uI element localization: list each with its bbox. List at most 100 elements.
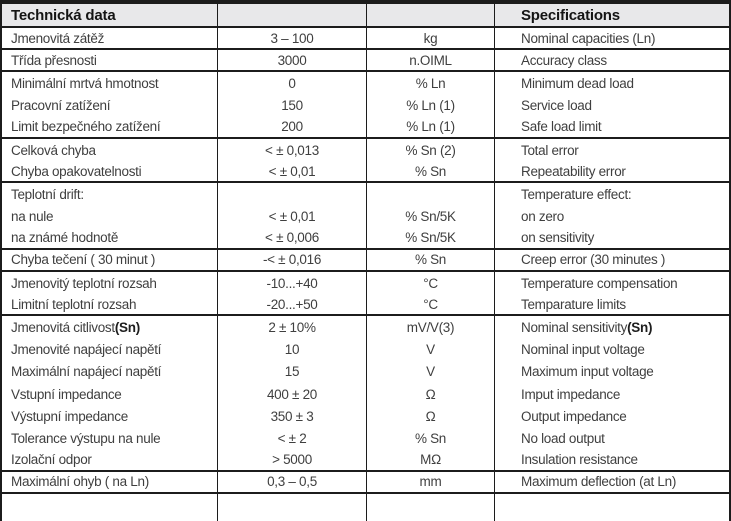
header-unit-column bbox=[366, 4, 494, 26]
row-unit: % Sn bbox=[366, 249, 494, 271]
row-unit: % Ln (1) bbox=[366, 94, 494, 117]
row-label-en-text: Maximum deflection (at Ln) bbox=[521, 474, 677, 490]
row-unit: % Ln (1) bbox=[366, 116, 494, 137]
row-label-en: Service load bbox=[494, 94, 729, 117]
row-label-en-text: Creep error (30 minutes ) bbox=[521, 252, 666, 268]
row-unit-text: Ω bbox=[425, 386, 436, 402]
row-unit: V bbox=[366, 360, 494, 383]
row-value-text: -10...+40 bbox=[266, 275, 318, 291]
row-value-text: < ± 0,013 bbox=[265, 142, 319, 158]
row-unit: % Sn/5K bbox=[366, 205, 494, 228]
row-label-cs-text: Jmenovitý teplotní rozsah bbox=[11, 275, 157, 291]
row-label-cs-text: Maximální napájecí napětí bbox=[11, 364, 162, 380]
row-unit-text: % Sn/5K bbox=[405, 230, 456, 246]
row-value-text: 400 ± 20 bbox=[266, 386, 318, 402]
row-label-cs: Jmenovitá citlivost (Sn) bbox=[2, 316, 217, 338]
row-value: < ± 0,006 bbox=[217, 227, 366, 248]
row-value: > 5000 bbox=[217, 449, 366, 470]
row-value: < ± 0,01 bbox=[217, 161, 366, 182]
row-label-en: Temparature limits bbox=[494, 294, 729, 315]
row-value-text: 0 bbox=[288, 75, 296, 91]
row-value-text: < ± 0,006 bbox=[265, 230, 319, 246]
row-label-cs bbox=[2, 494, 217, 521]
row-label-en: Total error bbox=[494, 138, 729, 162]
row-unit: kg bbox=[366, 28, 494, 49]
row-value-text: 10 bbox=[284, 342, 300, 358]
row-label-en-text: Total error bbox=[521, 142, 579, 158]
row-unit-text: % Sn bbox=[414, 252, 447, 268]
row-label-cs: na známé hodnotě bbox=[2, 228, 217, 248]
table-row: Izolační odpor > 5000 MΩ Insulation resi… bbox=[2, 449, 729, 472]
row-value: -< ± 0,016 bbox=[217, 249, 366, 271]
row-label-en-text: Nominal input voltage bbox=[521, 342, 645, 358]
row-label-cs: Limit bezpečného zatížení bbox=[2, 117, 217, 137]
row-label-en: Accuracy class bbox=[494, 50, 729, 71]
row-label-en: Repeatability error bbox=[494, 161, 729, 182]
row-label-cs-bold: (Sn) bbox=[114, 320, 140, 336]
row-label-cs: Vstupní impedance bbox=[2, 383, 217, 405]
row-unit-text: % Sn bbox=[414, 430, 447, 446]
row-unit: % Sn bbox=[366, 427, 494, 450]
row-value: 3000 bbox=[217, 50, 366, 71]
row-label-en: Minimum dead load bbox=[494, 72, 729, 95]
row-value: 3 – 100 bbox=[217, 28, 366, 49]
row-value bbox=[217, 493, 366, 521]
row-label-en-text: Accuracy class bbox=[521, 52, 607, 68]
row-value-text: 350 ± 3 bbox=[270, 408, 314, 424]
row-label-cs-text: na známé hodnotě bbox=[11, 230, 119, 246]
row-unit-text: Ω bbox=[425, 408, 436, 424]
header-english-title: Specifications bbox=[494, 4, 729, 26]
row-unit-text: % Ln bbox=[415, 75, 446, 91]
row-label-en-text: Nominal capacities (Ln) bbox=[521, 30, 656, 46]
row-unit: Ω bbox=[366, 383, 494, 406]
row-label-en-text: Imput impedance bbox=[521, 386, 621, 402]
row-label-cs-text: Teplotní drift: bbox=[11, 186, 84, 202]
row-value bbox=[217, 183, 366, 206]
row-unit: mm bbox=[366, 471, 494, 492]
row-value: 15 bbox=[217, 360, 366, 383]
table-row: Jmenovitý teplotní rozsah -10...+40 °C T… bbox=[2, 272, 729, 295]
row-label-en-bold: (Sn) bbox=[627, 320, 653, 336]
table-row: Celková chyba < ± 0,013 % Sn (2) Total e… bbox=[2, 138, 729, 162]
row-label-en: on zero bbox=[494, 205, 729, 228]
row-label-en: Insulation resistance bbox=[494, 449, 729, 470]
table-row: Pracovní zatížení 150 % Ln (1) Service l… bbox=[2, 94, 729, 117]
row-label-en-text: No load output bbox=[521, 430, 605, 446]
row-unit-text: % Sn bbox=[414, 163, 447, 179]
row-label-cs-text: Tolerance výstupu na nule bbox=[11, 430, 161, 446]
table-row: na nule < ± 0,01 % Sn/5K on zero bbox=[2, 205, 729, 228]
row-label-cs: Maximální ohyb ( na Ln) bbox=[2, 472, 217, 492]
row-value: 0,3 – 0,5 bbox=[217, 471, 366, 492]
row-value: 350 ± 3 bbox=[217, 405, 366, 428]
row-label-en: Creep error (30 minutes ) bbox=[494, 249, 729, 271]
row-label-en-text: on sensitivity bbox=[521, 230, 595, 246]
row-label-cs: Chyba tečení ( 30 minut ) bbox=[2, 250, 217, 270]
row-label-cs-text: Chyba tečení ( 30 minut ) bbox=[11, 252, 156, 268]
row-label-cs: Třída přesnosti bbox=[2, 50, 217, 70]
row-value: 400 ± 20 bbox=[217, 383, 366, 406]
row-label-en-text: Output impedance bbox=[521, 408, 627, 424]
row-label-cs-text: na nule bbox=[11, 209, 54, 225]
row-unit-text: V bbox=[426, 342, 435, 358]
row-label-cs: Teplotní drift: bbox=[2, 183, 217, 205]
row-value-text: 150 bbox=[281, 98, 303, 114]
row-label-en-text: Temperature compensation bbox=[521, 275, 678, 291]
row-unit-text: % Sn (2) bbox=[405, 142, 456, 158]
table-row: Minimální mrtvá hmotnost 0 % Ln Minimum … bbox=[2, 72, 729, 95]
row-label-en-text: on zero bbox=[521, 209, 564, 225]
table-header-row: Technická data Specifications bbox=[2, 4, 729, 28]
row-value-text: < ± 0,01 bbox=[268, 163, 316, 179]
row-value-text: -20...+50 bbox=[266, 296, 318, 312]
table-row: Vstupní impedance 400 ± 20 Ω Imput imped… bbox=[2, 383, 729, 406]
row-value-text: 0,3 – 0,5 bbox=[267, 474, 317, 490]
row-label-en: Output impedance bbox=[494, 405, 729, 428]
row-value: 200 bbox=[217, 116, 366, 137]
row-label-en-text: Minimum dead load bbox=[521, 75, 634, 91]
row-unit: Ω bbox=[366, 405, 494, 428]
row-label-cs-text: Limit bezpečného zatížení bbox=[11, 119, 161, 135]
row-unit-text: % Ln (1) bbox=[406, 98, 455, 114]
row-label-cs-text: Jmenovitá zátěž bbox=[11, 30, 105, 46]
table-row: Jmenovitá citlivost (Sn) 2 ± 10% mV/V(3)… bbox=[2, 316, 729, 339]
row-label-cs-text: Výstupní impedance bbox=[11, 408, 128, 424]
